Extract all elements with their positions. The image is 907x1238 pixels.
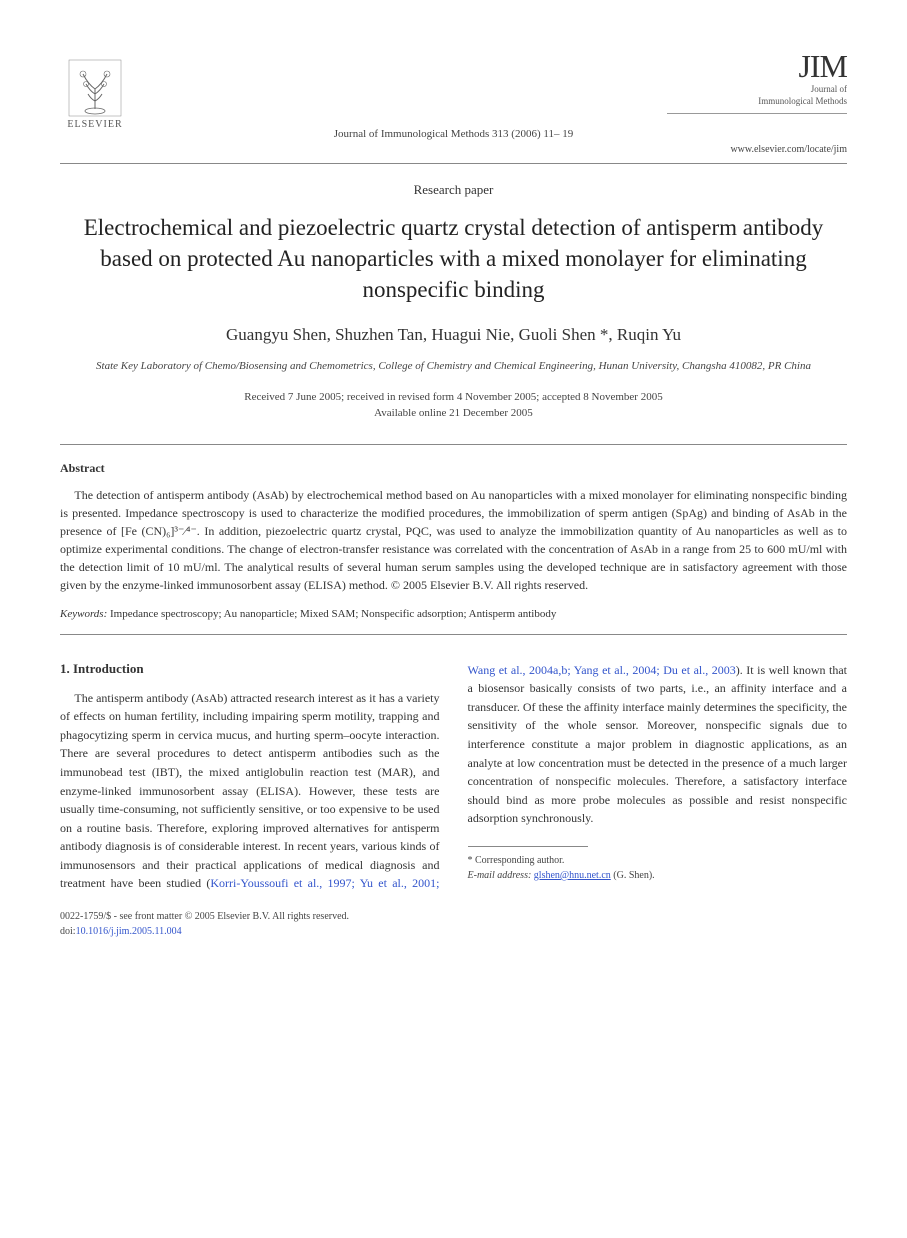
- author-email[interactable]: glshen@hnu.net.cn: [534, 870, 611, 881]
- paper-title: Electrochemical and piezoelectric quartz…: [60, 212, 847, 305]
- publisher-logo: ELSEVIER: [60, 50, 130, 130]
- email-tail: (G. Shen).: [611, 870, 655, 881]
- journal-full-name: Journal of Immunological Methods: [667, 84, 847, 107]
- keywords: Keywords: Impedance spectroscopy; Au nan…: [60, 608, 847, 620]
- article-dates: Received 7 June 2005; received in revise…: [60, 389, 847, 422]
- horizontal-rule: [60, 444, 847, 445]
- elsevier-tree-icon: [68, 59, 122, 117]
- journal-logo: JIM Journal of Immunological Methods: [667, 50, 847, 114]
- journal-full-line2: Immunological Methods: [758, 96, 847, 106]
- footer-block: 0022-1759/$ - see front matter © 2005 El…: [60, 909, 847, 939]
- email-label: E-mail address:: [468, 870, 532, 881]
- corr-author-label: * Corresponding author.: [468, 855, 565, 866]
- affiliation: State Key Laboratory of Chemo/Biosensing…: [60, 359, 847, 374]
- dates-received: Received 7 June 2005; received in revise…: [244, 391, 662, 403]
- journal-full-line1: Journal of: [811, 84, 847, 94]
- keywords-label: Keywords:: [60, 608, 107, 620]
- horizontal-rule: [60, 634, 847, 635]
- journal-citation: Journal of Immunological Methods 313 (20…: [60, 128, 847, 140]
- footnote-block: * Corresponding author. E-mail address: …: [468, 846, 848, 883]
- intro-text-a: The antisperm antibody (AsAb) attracted …: [60, 691, 440, 835]
- journal-url[interactable]: www.elsevier.com/locate/jim: [60, 144, 847, 155]
- publisher-name: ELSEVIER: [67, 119, 122, 130]
- author-list: Guangyu Shen, Shuzhen Tan, Huagui Nie, G…: [60, 325, 847, 345]
- abstract-text: The detection of antisperm antibody (AsA…: [60, 486, 847, 594]
- dates-online: Available online 21 December 2005: [374, 407, 533, 419]
- doi-label: doi:: [60, 926, 76, 937]
- corresponding-author-note: * Corresponding author. E-mail address: …: [468, 853, 848, 883]
- horizontal-rule: [60, 163, 847, 164]
- doi-link[interactable]: 10.1016/j.jim.2005.11.004: [76, 926, 182, 937]
- journal-acronym: JIM: [667, 50, 847, 82]
- copyright-line: 0022-1759/$ - see front matter © 2005 El…: [60, 911, 349, 922]
- section-heading-intro: 1. Introduction: [60, 661, 440, 677]
- intro-text-c: ). It is well known that a biosensor bas…: [468, 663, 848, 826]
- paper-type: Research paper: [60, 182, 847, 198]
- body-columns: 1. Introduction The antisperm antibody (…: [60, 661, 847, 894]
- header-row: ELSEVIER JIM Journal of Immunological Me…: [60, 50, 847, 130]
- abstract-heading: Abstract: [60, 461, 847, 476]
- keywords-text: Impedance spectroscopy; Au nanoparticle;…: [107, 608, 556, 620]
- footnote-rule: [468, 846, 588, 847]
